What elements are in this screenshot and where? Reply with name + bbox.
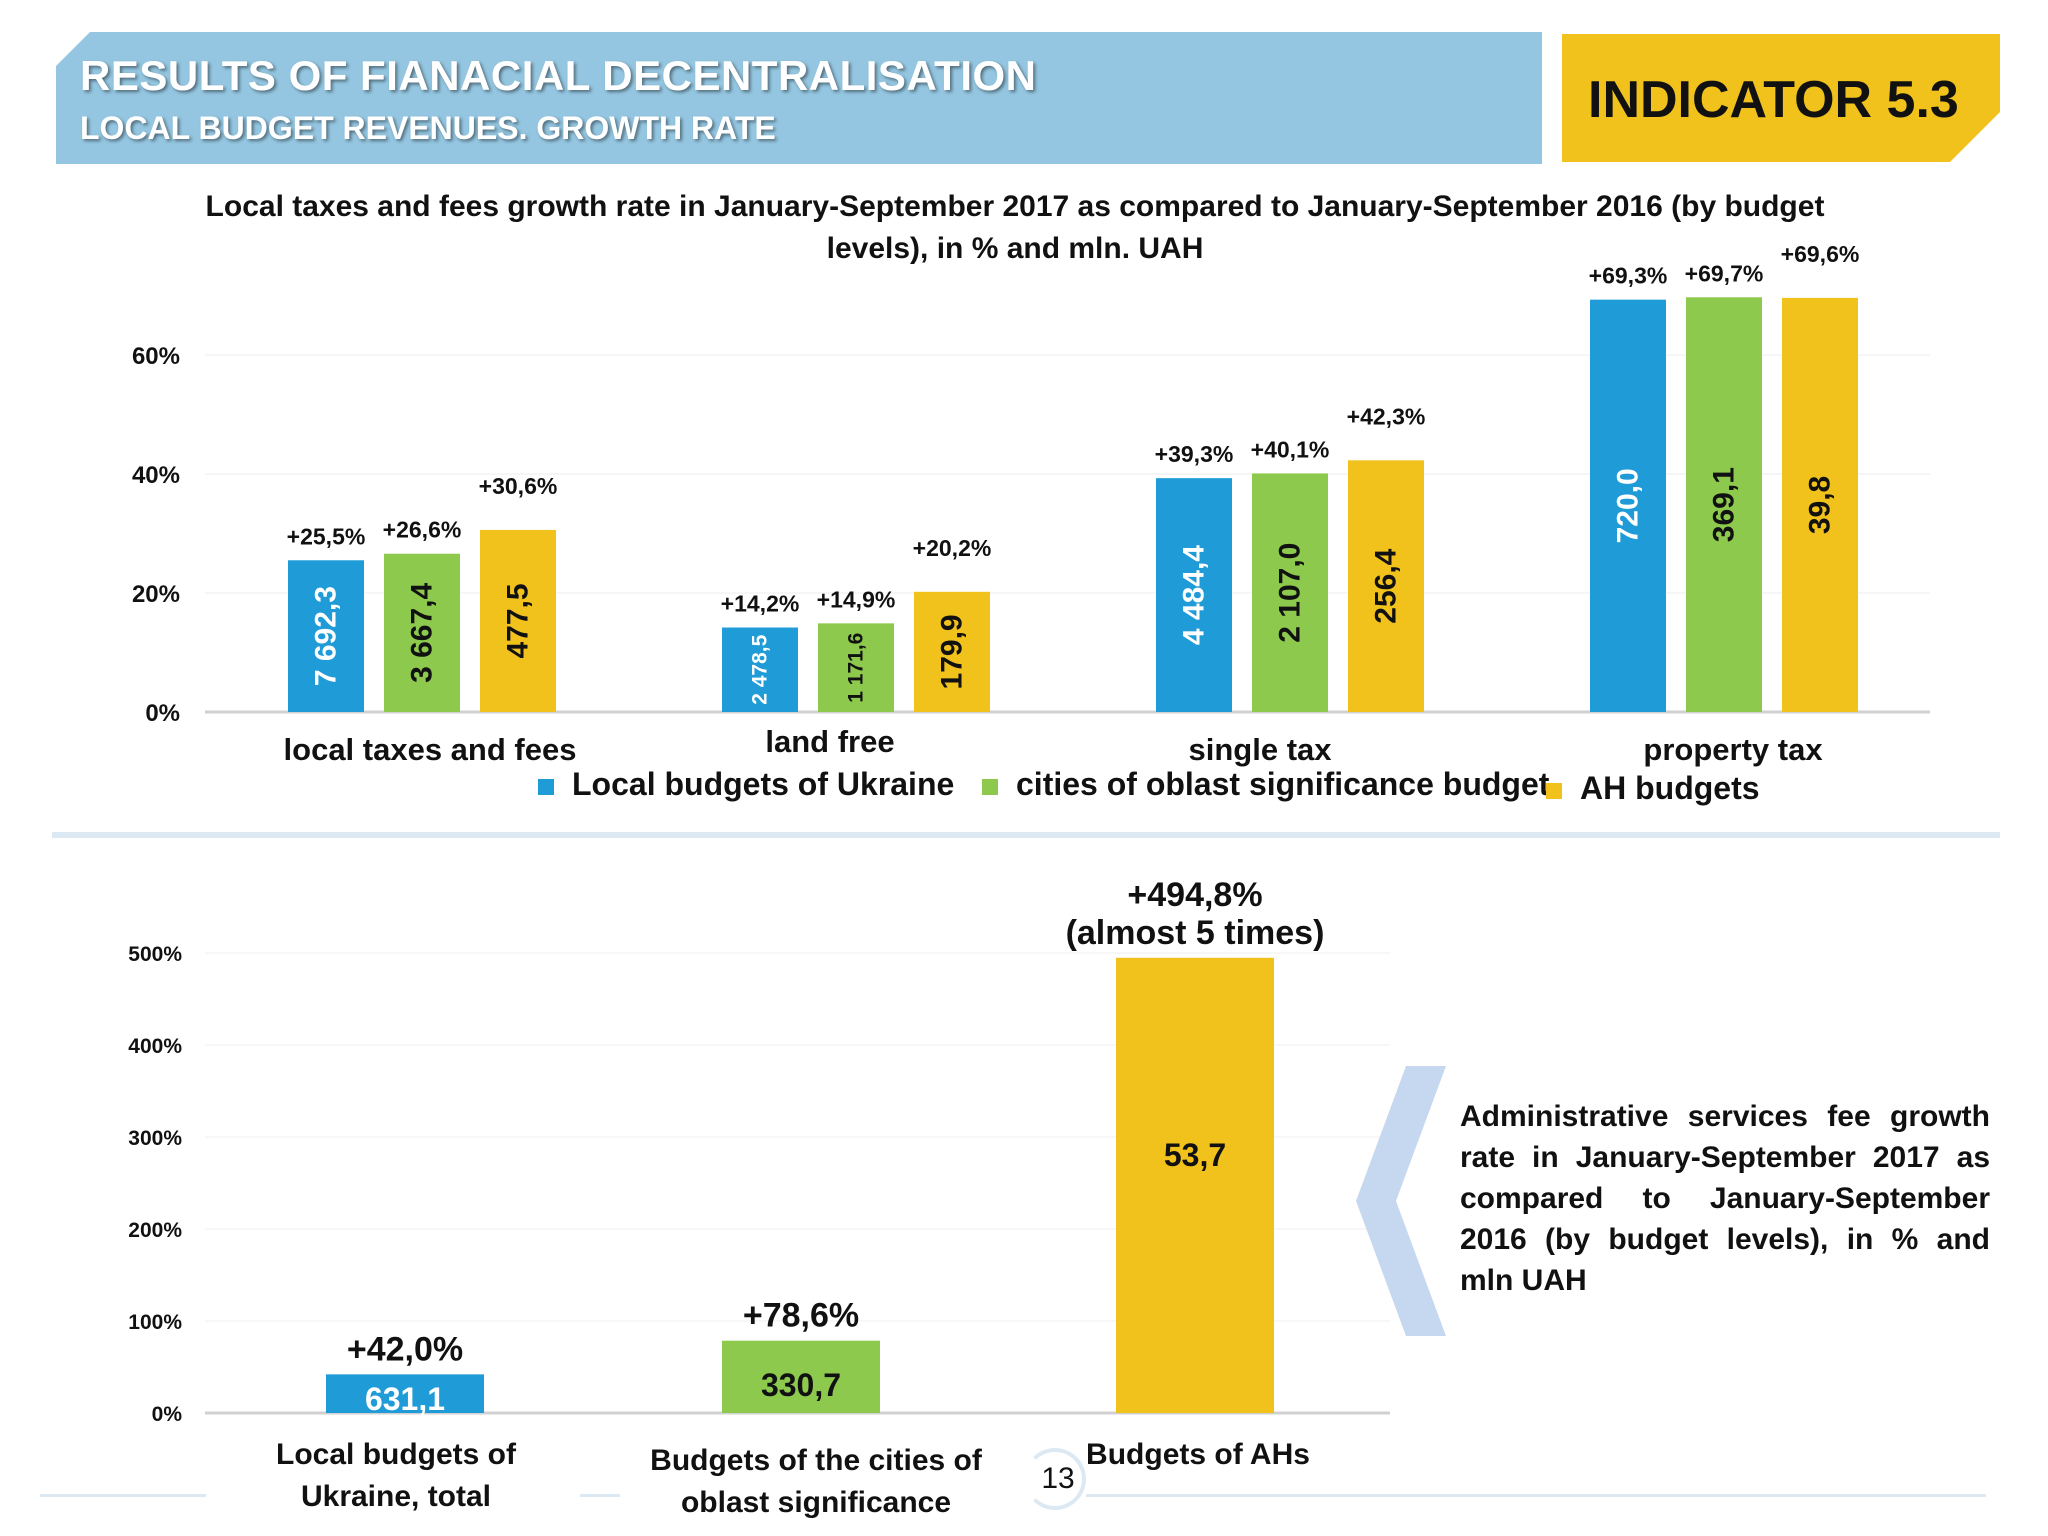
y-tick-label: 400% xyxy=(128,1035,182,1058)
bar-value-label: 53,7 xyxy=(1164,1137,1226,1173)
bar-value-label: 3 667,4 xyxy=(406,583,439,683)
y-tick-label: 40% xyxy=(132,462,180,489)
pct-label: +69,6% xyxy=(1781,241,1860,267)
y-tick-label: 60% xyxy=(132,343,180,370)
legend-label: cities of oblast significance budget xyxy=(1016,766,1550,802)
bar xyxy=(1686,297,1762,712)
bar-value-label: 4 484,4 xyxy=(1178,545,1211,645)
footer-line-right xyxy=(1086,1494,1986,1497)
footer-line-mid xyxy=(580,1494,620,1497)
y-tick-label: 0% xyxy=(145,700,180,727)
category-label: Local budgets of xyxy=(276,1438,517,1471)
bar-value-label: 369,1 xyxy=(1708,467,1741,542)
page-subtitle: LOCAL BUDGET REVENUES. GROWTH RATE xyxy=(80,110,776,146)
bar xyxy=(288,560,364,712)
bar-value-label: 39,8 xyxy=(1804,476,1837,534)
bar xyxy=(1116,957,1274,1413)
bar-value-label: 179,9 xyxy=(936,614,969,689)
bar-value-label: 1 171,6 xyxy=(845,633,868,703)
legend-item-local-budgets: Local budgets of Ukraine xyxy=(538,766,954,803)
y-tick-label: 100% xyxy=(128,1311,182,1334)
section-divider xyxy=(52,832,2000,838)
pct-label: +39,3% xyxy=(1155,441,1234,467)
chevron-left-icon xyxy=(1356,1066,1446,1336)
bar-value-label: 330,7 xyxy=(761,1367,841,1403)
y-tick-label: 500% xyxy=(128,943,182,966)
pct-label: +14,9% xyxy=(817,586,896,612)
side-note: Administrative services fee growth rate … xyxy=(1460,1100,1990,1297)
category-label: land free xyxy=(765,724,894,759)
category-label: local taxes and fees xyxy=(284,732,577,767)
category-label: Budgets of AHs xyxy=(1086,1438,1310,1471)
pct-label: +14,2% xyxy=(721,591,800,617)
bar-value-label: 2 478,5 xyxy=(749,634,772,704)
pct-label: +42,3% xyxy=(1347,403,1426,429)
bar xyxy=(1252,473,1328,712)
bar xyxy=(914,591,990,712)
pct-label: +69,3% xyxy=(1589,263,1668,289)
pct-label: +40,1% xyxy=(1251,436,1330,462)
legend-label: Local budgets of Ukraine xyxy=(572,766,955,802)
bar xyxy=(384,553,460,712)
indicator-box xyxy=(1562,34,2000,162)
bar xyxy=(722,627,798,712)
legend-swatch-green xyxy=(982,778,998,795)
footer-line-left xyxy=(40,1494,206,1497)
pct-label: +20,2% xyxy=(913,535,992,561)
bar xyxy=(1156,478,1232,712)
bar-value-label: 256,4 xyxy=(1370,548,1403,623)
pct-label: +69,7% xyxy=(1685,260,1764,286)
legend-item-ah: AH budgets xyxy=(1546,770,1760,807)
category-label: oblast significance xyxy=(681,1486,951,1519)
y-tick-label: 300% xyxy=(128,1127,182,1150)
category-label: Ukraine, total xyxy=(301,1480,491,1513)
bar-value-label: 2 107,0 xyxy=(1274,543,1307,643)
pct-label: +78,6% xyxy=(743,1297,859,1335)
page-number: 13 xyxy=(1041,1462,1075,1495)
y-tick-label: 0% xyxy=(152,1403,183,1426)
category-label: Budgets of the cities of xyxy=(650,1444,983,1477)
header-band xyxy=(56,32,1542,164)
legend-item-cities: cities of oblast significance budget xyxy=(982,766,1549,803)
legend-swatch-yellow xyxy=(1546,782,1562,799)
bar xyxy=(326,1374,484,1413)
bar xyxy=(818,623,894,712)
pct-note: (almost 5 times) xyxy=(1066,914,1325,952)
pct-label: +42,0% xyxy=(347,1330,463,1368)
bar xyxy=(722,1340,880,1413)
pct-label: +494,8% xyxy=(1127,876,1262,914)
bar-value-label: 477,5 xyxy=(502,583,535,658)
indicator-label: INDICATOR 5.3 xyxy=(1588,71,1959,129)
pct-label: +26,6% xyxy=(383,517,462,543)
page-title: RESULTS OF FIANACIAL DECENTRALISATION xyxy=(80,52,1037,99)
bar-value-label: 720,0 xyxy=(1612,468,1645,543)
pct-label: +30,6% xyxy=(479,473,558,499)
bar xyxy=(480,529,556,712)
bar xyxy=(1348,460,1424,712)
pct-label: +25,5% xyxy=(287,523,366,549)
chart1-plot: 0% 20% 40% 60% local taxes and fees +25,5% 7 6… xyxy=(132,241,1930,767)
header-corner-cut xyxy=(56,32,90,66)
category-label: single tax xyxy=(1189,732,1333,767)
page-number-ring xyxy=(1024,1448,1086,1510)
legend-label: AH budgets xyxy=(1580,770,1760,806)
y-tick-label: 200% xyxy=(128,1219,182,1242)
legend-swatch-blue xyxy=(538,778,554,795)
indicator-corner-cut xyxy=(1950,112,2000,162)
bar-value-label: 631,1 xyxy=(365,1381,445,1417)
chart1-title: Local taxes and fees growth rate in Janu… xyxy=(205,190,1825,265)
category-label: property tax xyxy=(1643,732,1823,767)
bar xyxy=(1782,297,1858,712)
bar xyxy=(1590,299,1666,712)
y-tick-label: 20% xyxy=(132,581,180,608)
bar-value-label: 7 692,3 xyxy=(310,586,343,686)
